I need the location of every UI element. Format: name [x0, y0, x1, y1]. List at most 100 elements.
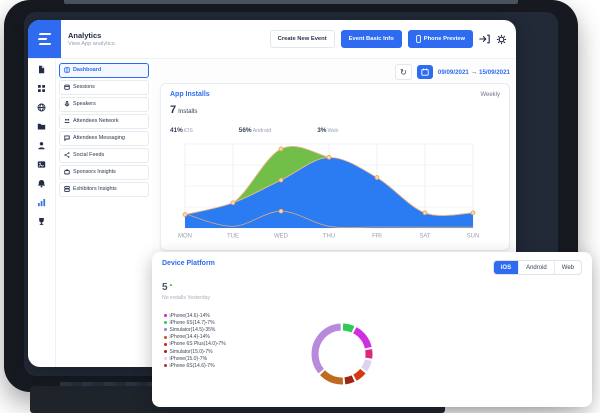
- sidebar-item-label: Dashboard: [73, 67, 102, 74]
- installs-total: 7: [170, 104, 177, 116]
- settings-gear-icon[interactable]: [496, 34, 507, 45]
- sidebar-item-social-feeds[interactable]: Social Feeds: [59, 148, 149, 163]
- web-percent: 3%: [317, 127, 327, 134]
- svg-text:SAT: SAT: [419, 234, 431, 240]
- sidebar-item-label: Sponsors Insights: [73, 169, 116, 176]
- logo-bar: [38, 32, 51, 36]
- donut-segment: [311, 323, 373, 385]
- android-label: Android: [252, 128, 272, 134]
- calendar-button[interactable]: [416, 65, 433, 79]
- create-new-event-button[interactable]: Create New Event: [269, 30, 335, 48]
- globe-icon[interactable]: [37, 103, 46, 112]
- sidebar-item-speakers[interactable]: Speakers: [59, 97, 149, 112]
- legend-item: iPhone(15.0)-7%: [164, 355, 226, 362]
- svg-text:TUE: TUE: [227, 234, 239, 240]
- count-value: 5: [162, 282, 168, 293]
- tab-android[interactable]: Android: [518, 261, 554, 274]
- legend-dot: [164, 321, 167, 325]
- legend-dot: [164, 357, 167, 361]
- platform-donut-chart: [311, 323, 373, 385]
- app-installs-card: App Installs Weekly 7 Installs 41%iOS 56%…: [160, 83, 510, 251]
- platform-note: No installs Yesterday: [162, 295, 211, 301]
- sidebar-item-sponsors-insights[interactable]: Sponsors Insights: [59, 165, 149, 180]
- device-platform-card: Device Platform iOS Android Web 5▲ No in…: [152, 252, 592, 407]
- bar-chart-icon[interactable]: [37, 198, 46, 207]
- phone-preview-label: Phone Preview: [423, 36, 465, 42]
- dashboard-icon: [64, 67, 70, 73]
- sessions-icon: [64, 84, 70, 90]
- legend-dot: [164, 335, 167, 339]
- legend-dot: [164, 314, 167, 318]
- date-start: 09/09/2021: [437, 68, 469, 76]
- page-title: Analytics: [68, 30, 102, 40]
- legend-item: Simulator(15.0)-7%: [164, 348, 226, 355]
- legend-item: iPhone 6S Plus(14.0)-7%: [164, 341, 226, 348]
- logout-icon[interactable]: [479, 34, 490, 44]
- ios-label: iOS: [183, 128, 193, 134]
- sidebar-item-label: Attendees Network: [73, 118, 119, 125]
- installs-area-chart: MON TUE WED THU FRI SAT SUN: [178, 143, 480, 240]
- sidebar-item-label: Social Feeds: [73, 152, 105, 159]
- tab-ios[interactable]: iOS: [493, 261, 519, 274]
- sidebar-item-label: Speakers: [73, 101, 96, 108]
- sidebar-item-label: Sessions: [73, 84, 95, 91]
- stack-icon: [64, 186, 70, 193]
- tv-icon: [64, 169, 70, 175]
- bell-icon[interactable]: [37, 179, 46, 188]
- app-logo[interactable]: [28, 20, 61, 58]
- sidebar-item-dashboard[interactable]: Dashboard: [59, 63, 149, 78]
- page-subtitle: View App analytics.: [68, 41, 117, 48]
- android-percent: 56%: [238, 127, 252, 134]
- device-platform-title: Device Platform: [162, 260, 215, 267]
- event-basic-info-button[interactable]: Event Basic Info: [340, 30, 402, 48]
- date-end: 15/09/2021: [479, 68, 510, 76]
- web-label: Web: [327, 128, 339, 134]
- icon-rail: [28, 59, 56, 367]
- sidebar-item-attendees-messaging[interactable]: Attendees Messaging: [59, 131, 149, 146]
- donut-segment: [311, 323, 373, 385]
- legend-dot: [164, 342, 167, 346]
- folder-icon[interactable]: [37, 122, 46, 131]
- date-arrow-icon: →: [470, 68, 478, 76]
- svg-text:MON: MON: [178, 234, 192, 240]
- refresh-button[interactable]: ↻: [394, 64, 412, 80]
- installs-breakdown: 41%iOS 56%Android 3%Web: [170, 119, 500, 137]
- person-icon[interactable]: [37, 141, 46, 150]
- apps-grid-icon[interactable]: [37, 84, 46, 93]
- legend-item: iPhone 6S(14.7)-7%: [164, 319, 226, 326]
- sidebar-item-exhibitors-insights[interactable]: Exhibitors Insights: [59, 182, 149, 197]
- app-installs-title: App Installs: [170, 91, 210, 98]
- sidebar-item-label: Exhibitors Insights: [73, 186, 117, 193]
- legend-dot: [164, 350, 167, 354]
- trophy-icon[interactable]: [37, 217, 46, 226]
- app-window: Analytics View App analytics. Create New…: [28, 20, 516, 367]
- sidebar-item-attendees-network[interactable]: Attendees Network: [59, 114, 149, 129]
- legend-dot: [164, 364, 167, 368]
- period-label: Weekly: [480, 91, 500, 98]
- legend-dot: [164, 328, 167, 332]
- legend-item: iPhone(14.6)-14%: [164, 312, 226, 319]
- photo-icon[interactable]: [37, 160, 46, 169]
- platform-legend: iPhone(14.6)-14% iPhone 6S(14.7)-7% Simula…: [164, 312, 226, 370]
- date-range[interactable]: 09/09/2021 → 15/09/2021: [438, 69, 510, 76]
- microphone-icon: [64, 101, 70, 107]
- tab-web[interactable]: Web: [553, 261, 581, 274]
- app-header: Analytics View App analytics. Create New…: [28, 20, 516, 59]
- logo-bar: [38, 42, 51, 46]
- sidebar-item-label: Attendees Messaging: [73, 135, 125, 142]
- svg-text:FRI: FRI: [372, 234, 382, 240]
- legend-item: Simulator(14.5)-35%: [164, 326, 226, 333]
- logo-bar: [37, 37, 48, 41]
- trend-up-icon: ▲: [168, 282, 174, 287]
- share-icon: [64, 152, 70, 159]
- svg-text:WED: WED: [274, 234, 289, 240]
- phone-preview-button[interactable]: Phone Preview: [407, 30, 473, 48]
- file-icon[interactable]: [37, 65, 46, 74]
- tablet-top-edge: [64, 0, 518, 4]
- platform-count: 5▲: [162, 282, 582, 293]
- chat-bubble-icon: [64, 135, 70, 142]
- sidebar-item-sessions[interactable]: Sessions: [59, 80, 149, 95]
- people-icon: [64, 119, 70, 124]
- svg-text:SUN: SUN: [467, 234, 480, 240]
